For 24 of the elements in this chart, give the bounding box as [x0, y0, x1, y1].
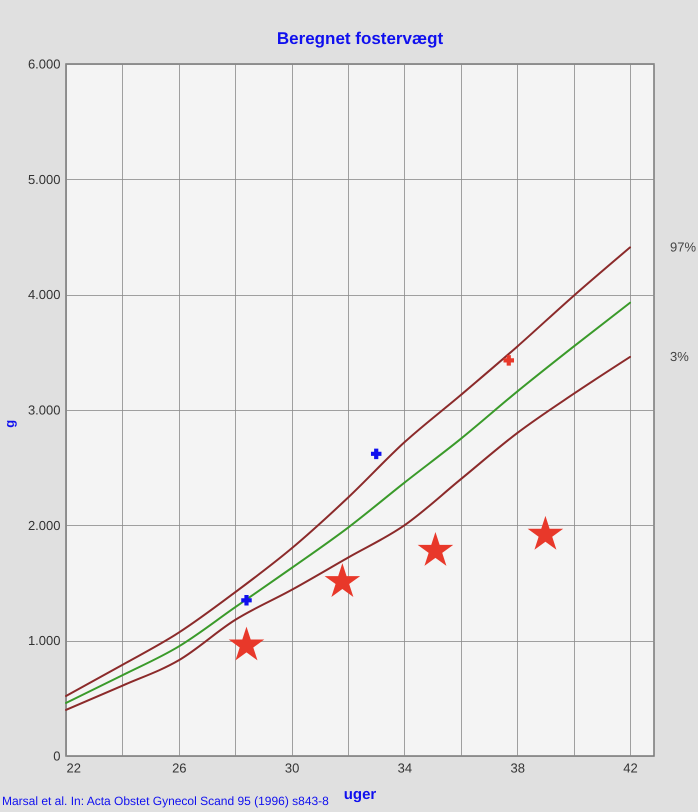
text: 97% [670, 239, 696, 254]
y-tick-label: 3.000 [28, 402, 60, 418]
point [418, 532, 454, 566]
point [324, 563, 360, 597]
y-tick-label: 1.000 [28, 633, 60, 648]
point [370, 448, 382, 460]
x-tick-label: 34 [398, 760, 412, 776]
text: 3% [670, 348, 690, 364]
y-tick-label: 4.000 [28, 287, 60, 302]
x-tick-label: 22 [66, 760, 81, 776]
y-axis-title: g [2, 420, 17, 428]
chart-title: Beregnet fostervægt [276, 29, 444, 48]
x-tick-label: 38 [510, 760, 525, 776]
y-tick-label: 6.000 [28, 56, 60, 72]
y-tick-label: 0 [53, 748, 60, 764]
x-tick-label: 26 [172, 760, 187, 776]
x-axis-title: uger [344, 786, 376, 803]
y-tick-label: 2.000 [28, 518, 60, 533]
x-tick-label: 30 [284, 760, 300, 776]
point [528, 516, 564, 550]
y-tick-label: 5.000 [28, 172, 60, 187]
x-tick-label: 42 [623, 760, 638, 776]
text: Marsal et al. In: Acta Obstet Gynecol Scand 95 (1996) s843-8 [2, 794, 330, 808]
point [228, 626, 264, 660]
